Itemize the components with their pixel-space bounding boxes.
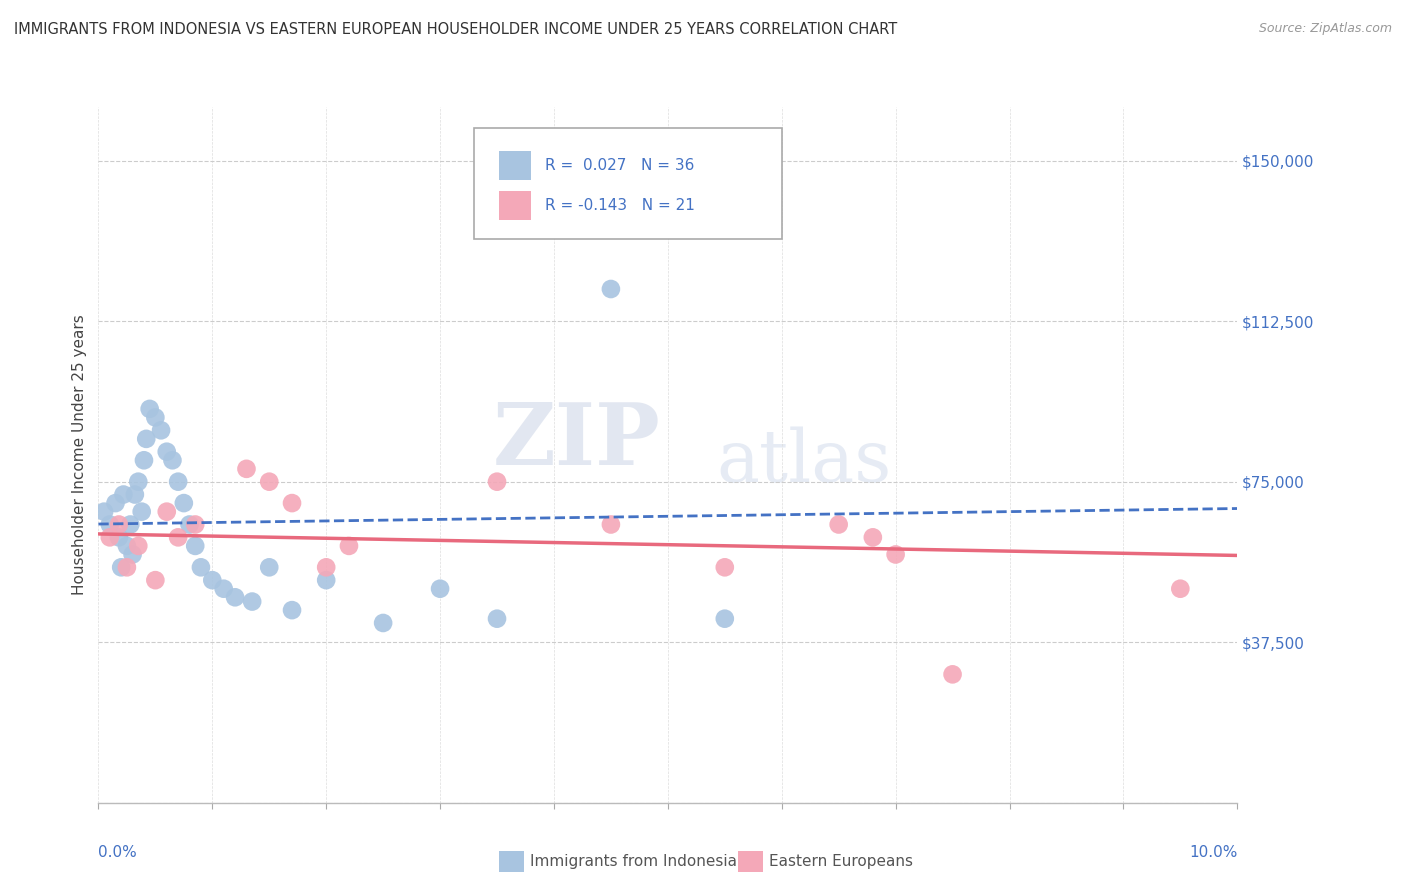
- Point: [714, 612, 737, 626]
- Point: [184, 539, 207, 553]
- Point: [145, 410, 167, 425]
- Point: [240, 594, 263, 608]
- FancyBboxPatch shape: [474, 128, 782, 239]
- Point: [315, 560, 337, 574]
- FancyBboxPatch shape: [499, 151, 531, 180]
- Point: [121, 548, 143, 562]
- FancyBboxPatch shape: [499, 191, 531, 219]
- Point: [93, 505, 115, 519]
- Point: [173, 496, 195, 510]
- Point: [167, 530, 190, 544]
- Point: [337, 539, 360, 553]
- Point: [486, 612, 509, 626]
- Point: [212, 582, 235, 596]
- Point: [108, 517, 131, 532]
- Point: [162, 453, 184, 467]
- Point: [942, 667, 965, 681]
- Point: [115, 560, 138, 574]
- Point: [127, 539, 149, 553]
- Text: R = -0.143   N = 21: R = -0.143 N = 21: [546, 198, 695, 213]
- Point: [156, 444, 179, 458]
- Point: [124, 487, 146, 501]
- Point: [156, 505, 179, 519]
- Point: [884, 548, 907, 562]
- Point: [600, 282, 623, 296]
- Point: [184, 517, 207, 532]
- Point: [862, 530, 884, 544]
- Point: [201, 573, 224, 587]
- Point: [190, 560, 212, 574]
- Y-axis label: Householder Income Under 25 years: Householder Income Under 25 years: [72, 315, 87, 595]
- Text: Source: ZipAtlas.com: Source: ZipAtlas.com: [1258, 22, 1392, 36]
- Point: [98, 517, 121, 532]
- Point: [132, 453, 155, 467]
- Point: [150, 423, 173, 437]
- Point: [135, 432, 157, 446]
- Point: [115, 539, 138, 553]
- Text: ZIP: ZIP: [494, 399, 661, 483]
- Point: [714, 560, 737, 574]
- Point: [112, 487, 135, 501]
- Point: [486, 475, 509, 489]
- Point: [104, 496, 127, 510]
- Point: [259, 475, 281, 489]
- Text: 0.0%: 0.0%: [98, 845, 138, 860]
- Text: 10.0%: 10.0%: [1189, 845, 1237, 860]
- Point: [315, 573, 337, 587]
- Point: [110, 560, 132, 574]
- Point: [600, 517, 623, 532]
- Point: [259, 560, 281, 574]
- Point: [138, 401, 160, 416]
- Point: [120, 517, 142, 532]
- Text: R =  0.027   N = 36: R = 0.027 N = 36: [546, 158, 695, 173]
- Point: [127, 475, 149, 489]
- Point: [98, 530, 121, 544]
- Point: [224, 591, 246, 605]
- Point: [179, 517, 201, 532]
- Point: [371, 615, 394, 630]
- Point: [828, 517, 851, 532]
- Point: [145, 573, 167, 587]
- Point: [281, 603, 304, 617]
- Text: Eastern Europeans: Eastern Europeans: [769, 855, 912, 869]
- Point: [235, 462, 257, 476]
- Point: [281, 496, 304, 510]
- Text: Immigrants from Indonesia: Immigrants from Indonesia: [530, 855, 737, 869]
- Text: IMMIGRANTS FROM INDONESIA VS EASTERN EUROPEAN HOUSEHOLDER INCOME UNDER 25 YEARS : IMMIGRANTS FROM INDONESIA VS EASTERN EUR…: [14, 22, 897, 37]
- Point: [131, 505, 153, 519]
- Point: [429, 582, 451, 596]
- Point: [1170, 582, 1192, 596]
- Point: [108, 530, 131, 544]
- Text: atlas: atlas: [717, 426, 893, 497]
- Point: [167, 475, 190, 489]
